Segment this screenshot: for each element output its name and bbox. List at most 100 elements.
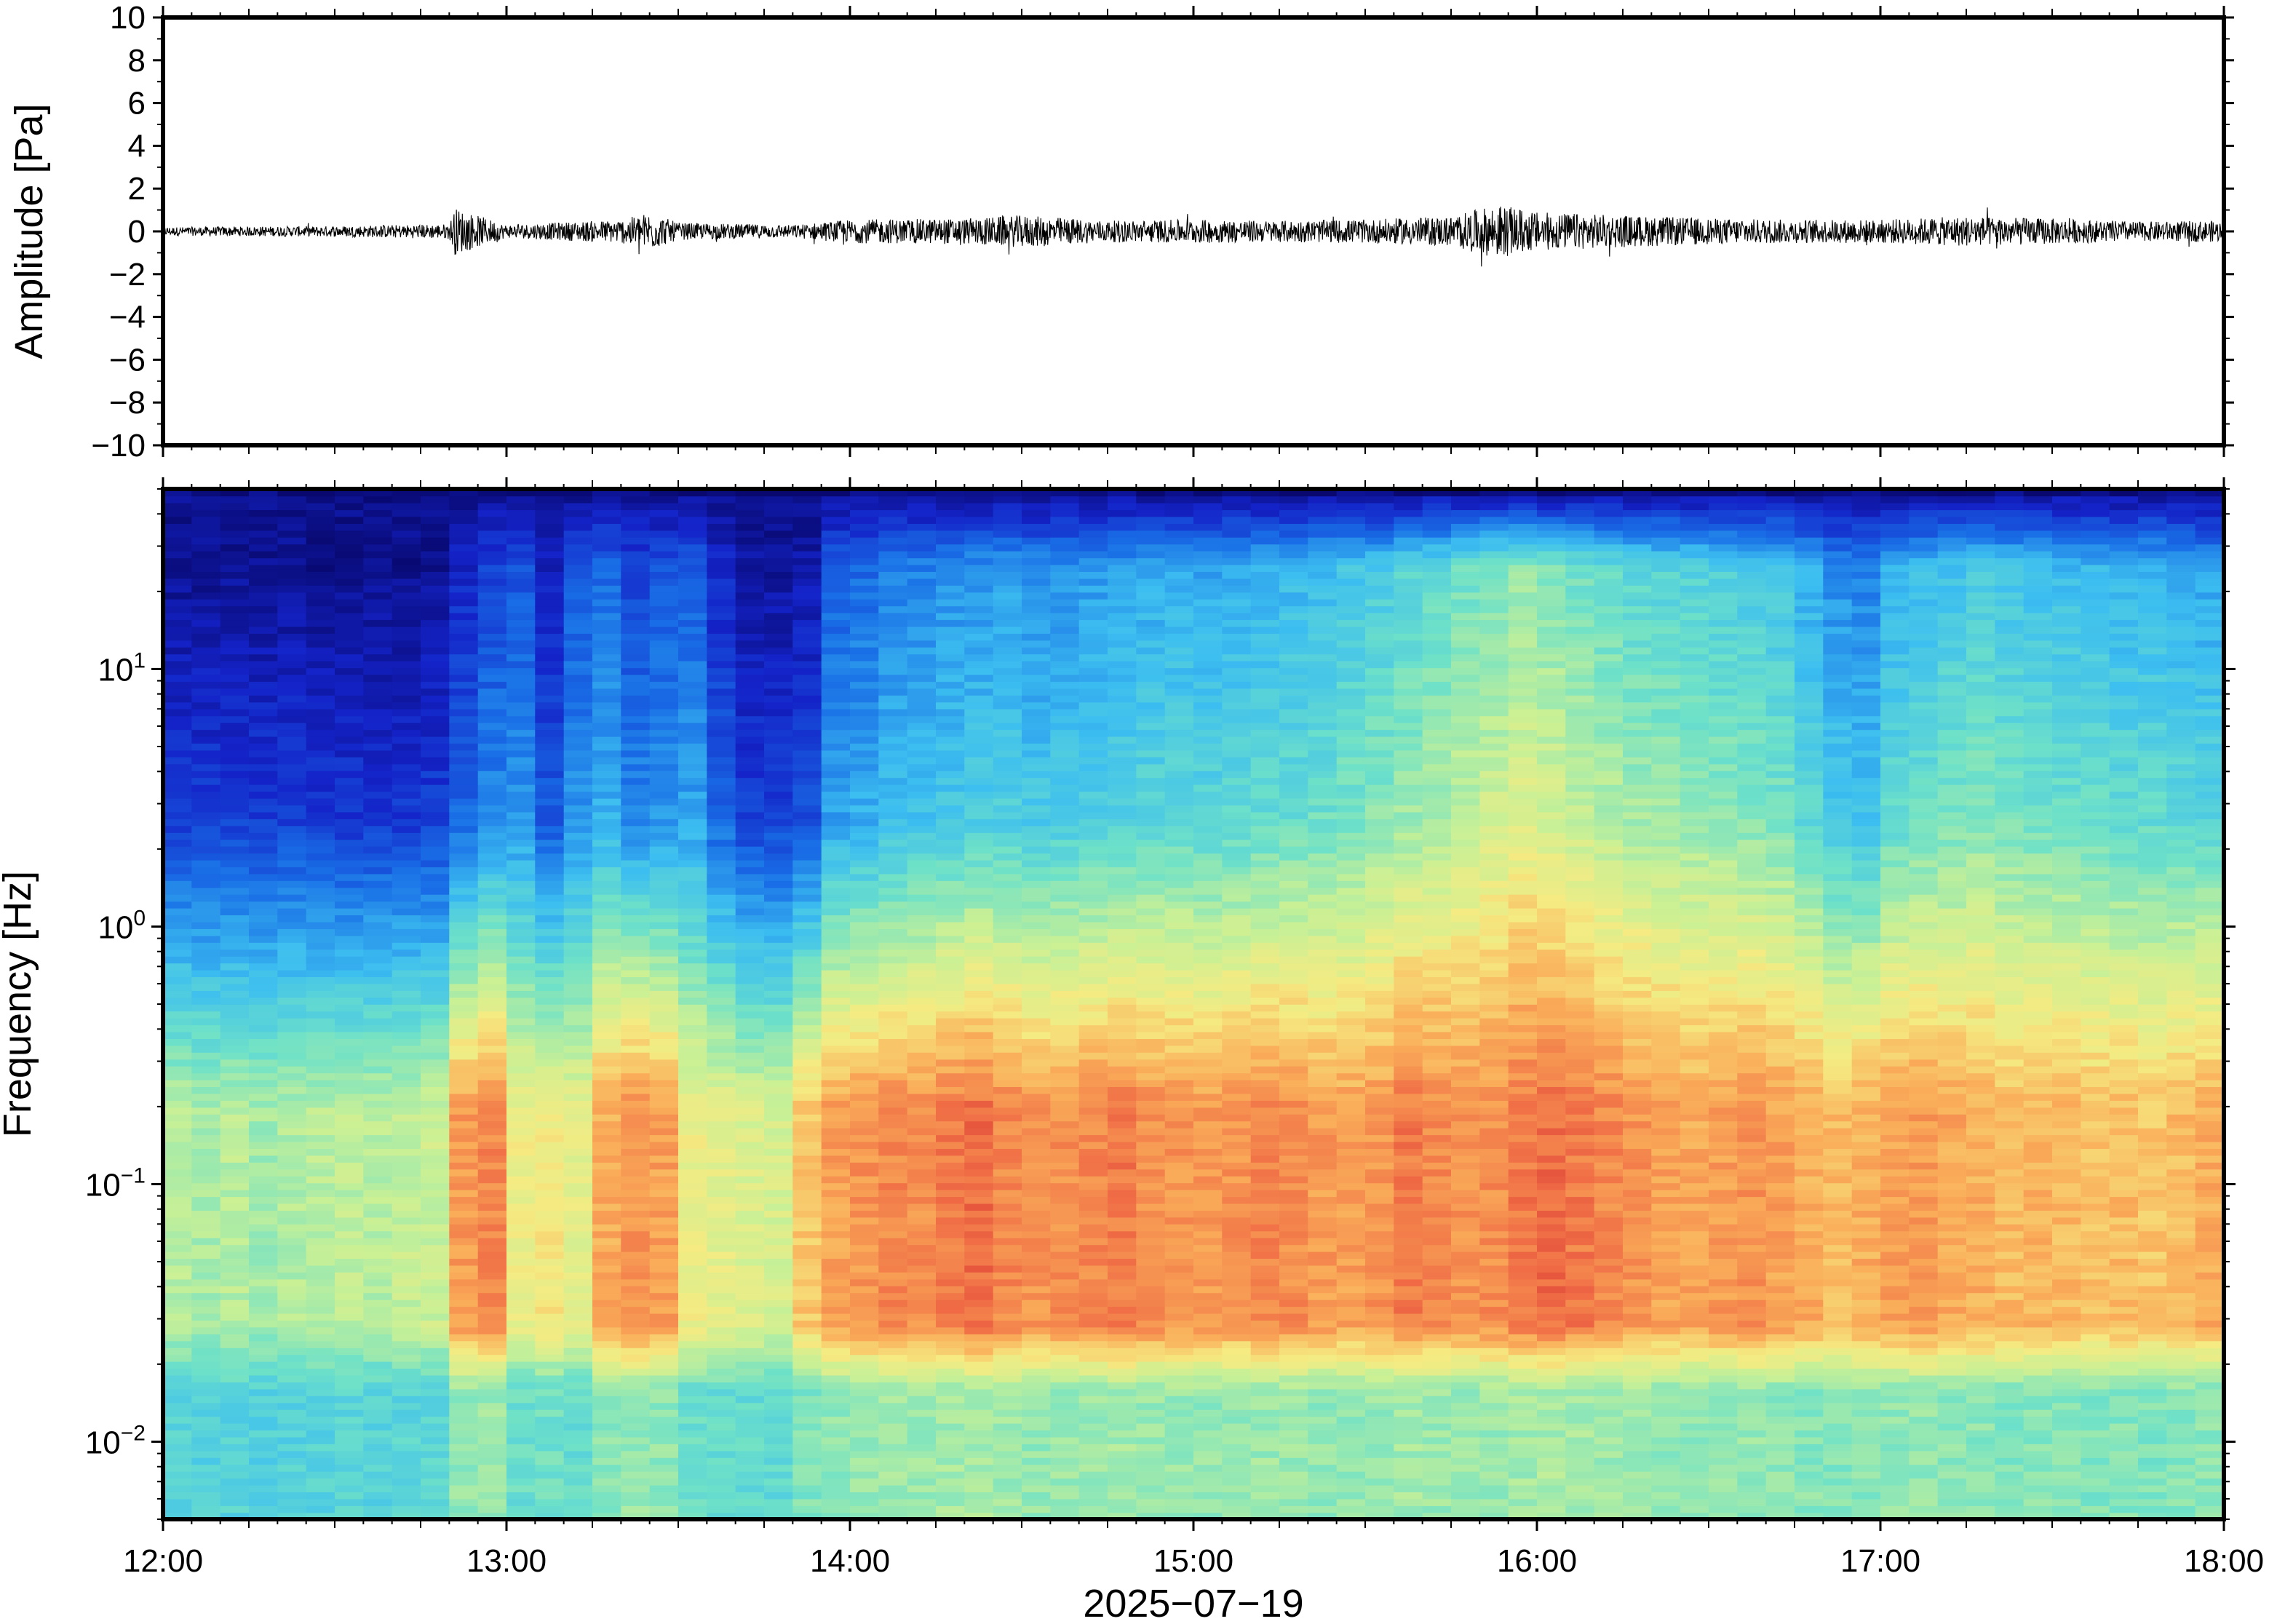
spectrogram-cell	[363, 564, 393, 572]
spectrogram-cell	[850, 523, 880, 531]
spectrogram-cell	[306, 1326, 335, 1334]
spectrogram-cell	[621, 845, 651, 854]
spectrogram-cell	[249, 495, 279, 503]
spectrogram-cell	[421, 1176, 450, 1184]
spectrogram-cell	[506, 1086, 536, 1094]
spectrogram-cell	[907, 949, 937, 957]
spectrogram-cell	[249, 757, 279, 765]
spectrogram-cell	[220, 1278, 250, 1286]
spectrogram-cell	[220, 749, 250, 757]
spectrogram-cell	[1022, 1134, 1052, 1142]
spectrogram-cell	[821, 1004, 851, 1012]
spectrogram-cell	[678, 1079, 708, 1087]
spectrogram-cell	[850, 729, 880, 737]
spectrogram-cell	[1050, 1402, 1080, 1410]
spectrogram-cell	[477, 489, 507, 497]
spectrogram-cell	[878, 1326, 908, 1334]
spectrogram-cell	[878, 1024, 908, 1032]
spectrogram-cell	[821, 825, 851, 833]
spectrogram-cell	[506, 612, 536, 621]
spectrogram-cell	[1022, 887, 1052, 895]
spectrogram-cell	[392, 1031, 421, 1039]
spectrogram-cell	[764, 825, 794, 833]
spectrogram-cell	[392, 502, 421, 511]
spectrogram-cell	[535, 1182, 565, 1190]
spectrogram-cell	[936, 867, 966, 875]
spectrogram-cell	[335, 1086, 365, 1094]
spectrogram-cell	[421, 853, 450, 861]
spectrogram-cell	[535, 1340, 565, 1348]
spectrogram-cell	[335, 928, 365, 936]
spectrogram-cell	[592, 1416, 622, 1424]
spectrogram-cell	[249, 1176, 279, 1184]
spectrogram-cell	[506, 832, 536, 840]
spectrogram-cell	[306, 1217, 335, 1225]
spectrogram-cell	[163, 495, 193, 503]
spectrogram-cell	[535, 1093, 565, 1101]
spectrogram-cell	[850, 845, 880, 854]
spectrogram-cell	[306, 619, 335, 627]
spectrogram-cell	[993, 1004, 1022, 1012]
spectrogram-cell	[907, 523, 937, 531]
spectrogram-cell	[735, 1326, 765, 1334]
spectrogram-cell	[191, 791, 221, 799]
spectrogram-cell	[421, 873, 450, 881]
spectrogram-cell	[735, 1450, 765, 1458]
spectrogram-cell	[592, 723, 622, 731]
spectrogram-cell	[993, 1444, 1022, 1452]
spectrogram-cell	[821, 1093, 851, 1101]
spectrogram-cell	[535, 845, 565, 854]
spectrogram-cell	[907, 633, 937, 641]
spectrogram-cell	[449, 907, 479, 915]
spectrogram-cell	[220, 1079, 250, 1087]
spectrogram-cell	[878, 585, 908, 593]
spectrogram-cell	[249, 1361, 279, 1369]
spectrogram-cell	[707, 921, 736, 929]
spectrogram-cell	[392, 1368, 421, 1376]
spectrogram-cell	[907, 859, 937, 867]
spectrogram-cell	[1050, 667, 1080, 675]
spectrogram-cell	[764, 1409, 794, 1417]
spectrogram-cell	[964, 1072, 994, 1080]
spectrogram-cell	[220, 1189, 250, 1198]
spectrogram-cell	[277, 1162, 307, 1170]
spectrogram-cell	[821, 1374, 851, 1382]
spectrogram-cell	[735, 619, 765, 627]
spectrogram-cell	[335, 523, 365, 531]
spectrogram-cell	[506, 1182, 536, 1190]
spectrogram-cell	[792, 757, 822, 765]
spectrogram-cell	[249, 647, 279, 655]
spectrogram-cell	[707, 1196, 736, 1204]
spectrogram-cell	[163, 873, 193, 881]
spectrogram-cell	[964, 701, 994, 709]
spectrogram-cell	[563, 1162, 593, 1170]
spectrogram-cell	[850, 551, 880, 559]
spectrogram-cell	[707, 551, 736, 559]
spectrogram-cell	[220, 743, 250, 751]
spectrogram-cell	[993, 797, 1022, 805]
spectrogram-cell	[421, 1148, 450, 1156]
spectrogram-cell	[506, 1492, 536, 1500]
spectrogram-cell	[964, 1334, 994, 1342]
spectrogram-cell	[477, 1505, 507, 1513]
spectrogram-cell	[392, 1148, 421, 1156]
spectrogram-cell	[535, 1416, 565, 1424]
spectrogram-cell	[477, 701, 507, 709]
spectrogram-cell	[392, 1286, 421, 1294]
spectrogram-cell	[1050, 1224, 1080, 1232]
spectrogram-cell	[649, 1430, 679, 1438]
spectrogram-cell	[764, 653, 794, 661]
spectrogram-cell	[191, 709, 221, 717]
spectrogram-cell	[964, 983, 994, 991]
spectrogram-cell	[735, 585, 765, 593]
spectrogram-cell	[477, 1052, 507, 1060]
spectrogram-cell	[163, 757, 193, 765]
spectrogram-cell	[964, 1340, 994, 1348]
spectrogram-cell	[764, 715, 794, 723]
spectrogram-cell	[964, 1326, 994, 1334]
spectrogram-cell	[850, 695, 880, 703]
spectrogram-cell	[506, 701, 536, 709]
spectrogram-cell	[363, 1134, 393, 1142]
spectrogram-cell	[249, 557, 279, 565]
spectrogram-cell	[191, 1079, 221, 1087]
